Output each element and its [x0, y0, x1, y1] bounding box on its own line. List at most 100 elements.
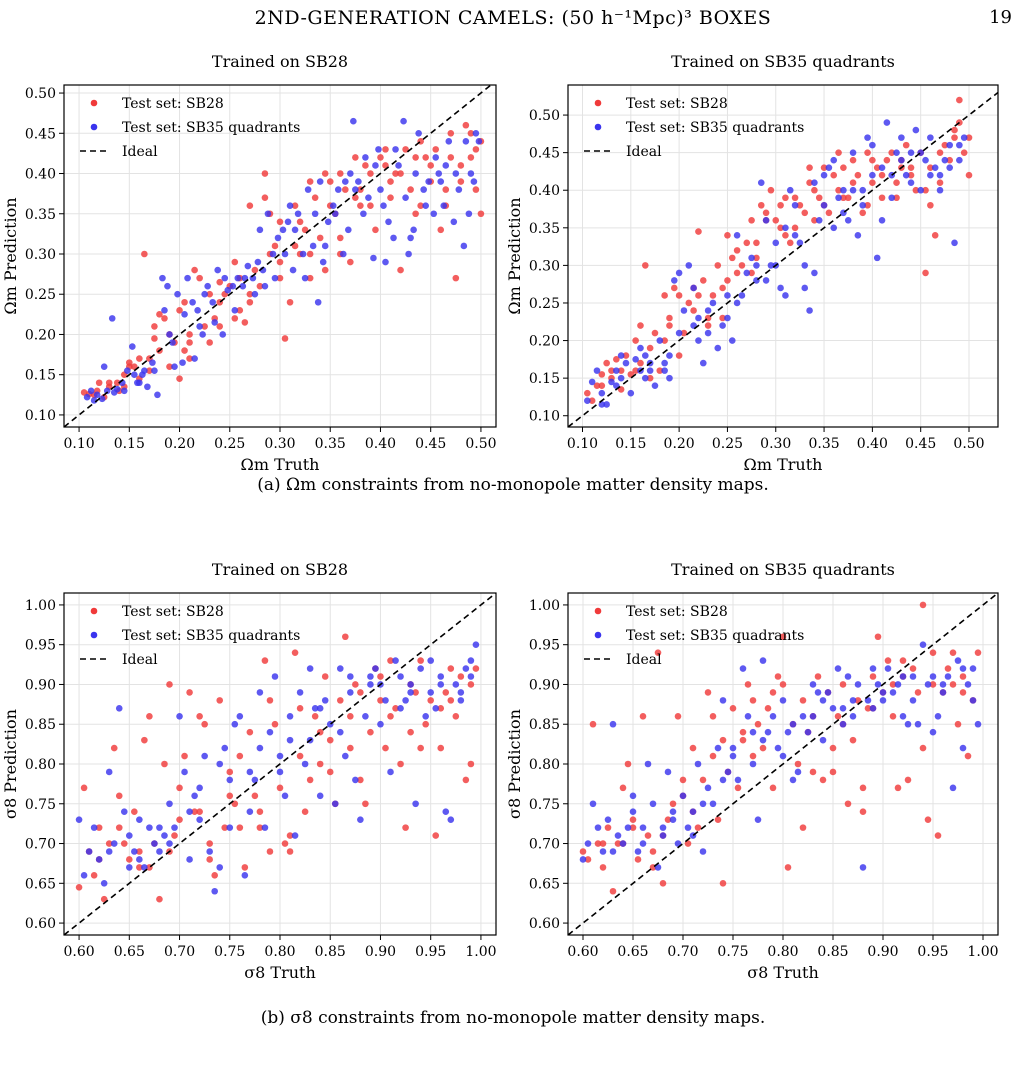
point-sb28 [161, 315, 168, 322]
point-sb35 [894, 681, 902, 688]
point-sb35 [316, 792, 324, 800]
point-sb28 [291, 242, 299, 250]
point-sb28 [296, 218, 304, 226]
point-sb35 [375, 146, 382, 153]
legend-marker-sb28 [594, 99, 602, 107]
point-sb35 [105, 768, 113, 776]
point-sb35 [719, 322, 726, 329]
chart-title: Trained on SB28 [212, 560, 348, 579]
point-sb35 [141, 864, 148, 871]
point-sb35 [969, 665, 977, 672]
y-tick-label: 0.65 [529, 876, 560, 892]
point-sb35 [759, 657, 767, 664]
point-sb28 [120, 840, 128, 847]
point-sb35 [777, 284, 784, 292]
point-sb28 [909, 665, 917, 672]
point-sb35 [120, 808, 128, 816]
point-sb35 [390, 234, 397, 242]
point-sb35 [236, 712, 244, 720]
point-sb35 [166, 331, 173, 338]
point-sb35 [835, 194, 842, 202]
y-tick-label: 0.75 [529, 797, 560, 813]
point-sb35 [666, 374, 673, 382]
point-sb35 [844, 216, 852, 224]
point-sb35 [878, 216, 886, 224]
point-sb28 [397, 266, 404, 274]
point-sb35 [186, 856, 193, 863]
point-sb35 [902, 171, 910, 179]
point-sb28 [904, 776, 912, 784]
point-sb35 [87, 387, 95, 395]
point-sb28 [874, 633, 882, 641]
point-sb28 [80, 389, 88, 396]
scatter-points [64, 593, 496, 935]
point-sb28 [759, 744, 767, 752]
point-sb28 [115, 824, 123, 831]
point-sb35 [669, 808, 677, 816]
point-sb35 [430, 210, 438, 218]
point-sb35 [974, 720, 982, 728]
point-sb35 [749, 728, 757, 736]
point-sb28 [382, 744, 389, 752]
point-sb35 [362, 154, 369, 161]
point-sb28 [811, 216, 818, 224]
point-sb35 [639, 840, 647, 847]
point-sb28 [100, 895, 108, 903]
point-sb35 [819, 697, 827, 704]
point-sb35 [960, 134, 968, 141]
point-sb28 [644, 832, 652, 839]
point-sb35 [352, 186, 359, 193]
point-sb28 [709, 292, 717, 299]
point-sb35 [931, 164, 939, 171]
point-sb28 [666, 314, 673, 322]
point-sb35 [427, 657, 434, 664]
y-tick-label: 0.80 [25, 757, 56, 773]
point-sb28 [342, 186, 349, 193]
point-sb35 [360, 210, 367, 218]
point-sb28 [614, 840, 622, 847]
point-sb28 [936, 149, 944, 156]
point-sb28 [830, 171, 838, 179]
x-tick-label: 0.10 [63, 436, 94, 452]
point-sb35 [907, 179, 915, 187]
x-tick-label: 0.35 [315, 436, 346, 452]
point-sb28 [161, 760, 168, 768]
point-sb28 [604, 824, 612, 831]
point-sb35 [294, 210, 302, 218]
point-sb28 [276, 218, 284, 226]
point-sb35 [695, 314, 702, 322]
point-sb28 [878, 194, 886, 202]
point-sb28 [670, 284, 678, 292]
point-sb28 [437, 226, 445, 234]
y-tick-label: 0.95 [529, 638, 560, 654]
y-tick-label: 0.65 [25, 876, 56, 892]
point-sb35 [432, 705, 440, 712]
point-sb28 [146, 712, 153, 720]
y-tick-label: 0.40 [25, 167, 56, 183]
x-tick-label: 0.40 [857, 436, 888, 452]
point-sb28 [452, 712, 460, 720]
point-sb35 [617, 374, 625, 382]
point-sb28 [690, 307, 697, 314]
point-sb28 [809, 768, 817, 776]
point-sb28 [311, 194, 319, 201]
point-sb28 [216, 278, 224, 286]
y-tick-label: 0.35 [25, 207, 56, 223]
y-tick-label: 0.15 [25, 368, 56, 384]
point-sb28 [151, 323, 158, 330]
point-sb28 [743, 239, 751, 247]
point-sb35 [246, 768, 254, 776]
point-sb28 [326, 736, 334, 744]
point-sb35 [472, 641, 480, 648]
point-sb35 [936, 171, 944, 179]
point-sb35 [241, 274, 249, 282]
point-sb35 [161, 307, 168, 314]
point-sb35 [281, 250, 289, 258]
point-sb35 [733, 232, 741, 239]
point-sb35 [912, 126, 920, 134]
point-sb28 [357, 776, 364, 784]
point-sb35 [120, 387, 128, 395]
point-sb28 [156, 895, 163, 903]
point-sb35 [475, 138, 483, 145]
point-sb35 [254, 258, 262, 266]
